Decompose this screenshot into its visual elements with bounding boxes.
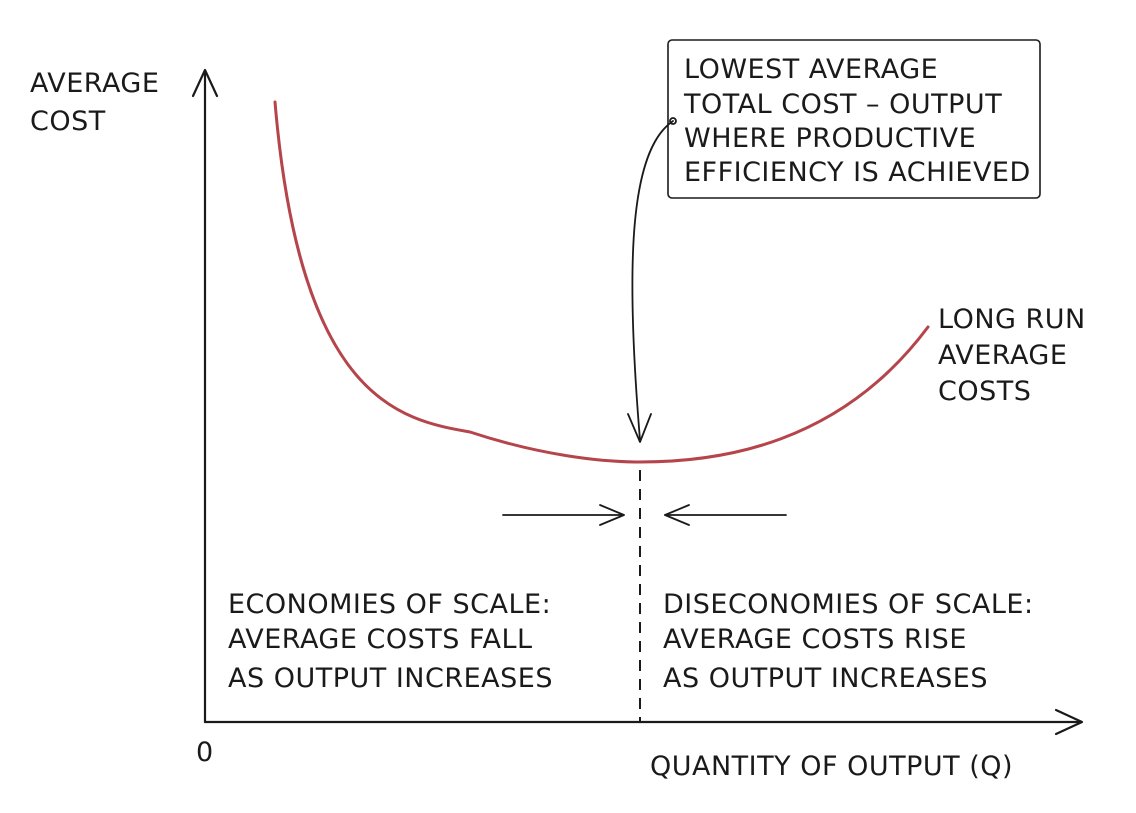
callout-pointer-arrow (631, 120, 674, 441)
x-axis-label: QUANTITY OF OUTPUT (Q) (650, 751, 1013, 782)
callout-line-2: TOTAL COST – OUTPUT (683, 89, 1002, 120)
diseconomies-label-line-2: AVERAGE COSTS RISE (663, 624, 967, 655)
callout-line-1: LOWEST AVERAGE (684, 54, 938, 85)
curve-label-line-3: COSTS (938, 376, 1031, 407)
curve-label-line-2: AVERAGE (938, 340, 1067, 371)
callout-box (667, 39, 1041, 199)
callout-line-3: WHERE PRODUCTIVE (684, 123, 976, 154)
y-axis-arrowhead (191, 68, 219, 98)
economies-label-line-1: ECONOMIES OF SCALE: (228, 589, 551, 620)
callout-pointer-arrowhead (627, 413, 652, 443)
economies-label-line-2: AVERAGE COSTS FALL (228, 624, 533, 655)
callout-pointer-dot (669, 117, 677, 125)
right-converging-arrowhead (664, 504, 690, 526)
origin-label: 0 (196, 737, 214, 768)
left-converging-arrowhead (599, 504, 625, 526)
callout-line-4: EFFICIENCY IS ACHIEVED (684, 157, 1031, 188)
lrac-curve (273, 100, 930, 464)
x-axis-arrowhead (1054, 708, 1084, 736)
y-axis-label-line-1: AVERAGE (30, 68, 159, 99)
curve-label-line-1: LONG RUN (938, 304, 1086, 335)
diseconomies-label-line-3: AS OUTPUT INCREASES (663, 663, 988, 694)
diseconomies-label-line-1: DISECONOMIES OF SCALE: (663, 589, 1034, 620)
economies-label-line-3: AS OUTPUT INCREASES (228, 663, 553, 694)
y-axis-label-line-2: COST (30, 106, 106, 137)
